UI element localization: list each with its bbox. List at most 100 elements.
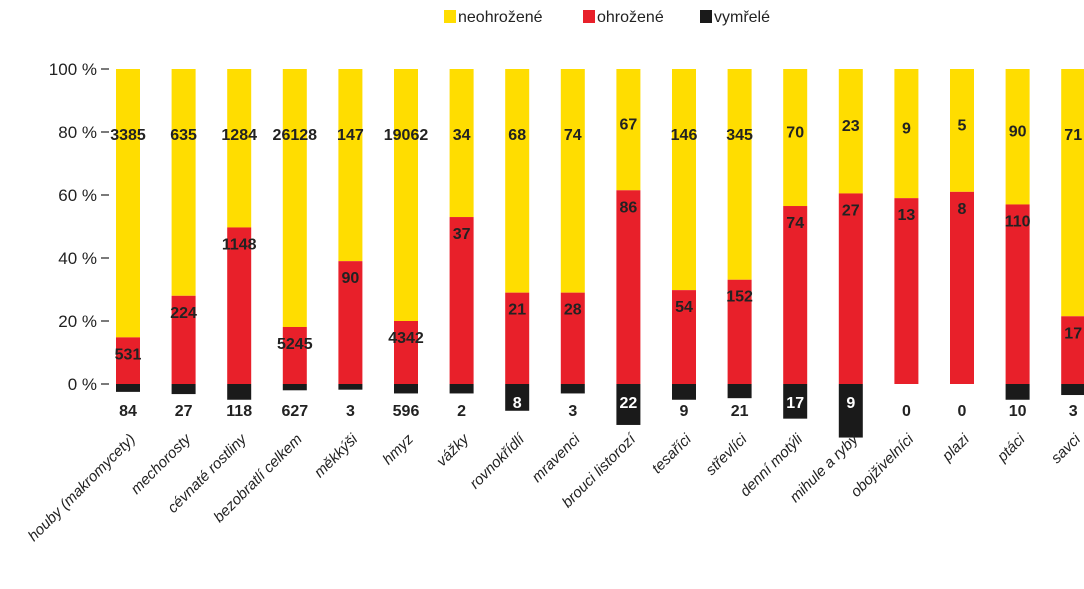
bar-not-threatened (894, 69, 919, 199)
label-threatened: 1148 (222, 236, 257, 253)
y-tick-label: 60 % (58, 186, 97, 205)
y-tick-label: 80 % (58, 123, 97, 142)
y-tick-label: 40 % (58, 249, 97, 268)
x-category-label: plazi (938, 430, 973, 465)
label-threatened: 4342 (388, 330, 424, 347)
bar-extinct (282, 384, 307, 391)
bar-threatened (727, 279, 752, 384)
bar-not-threatened (1061, 69, 1084, 317)
y-tick-label: 0 % (68, 375, 97, 394)
bar-threatened (171, 295, 196, 384)
label-not-threatened: 26128 (273, 127, 318, 144)
label-not-threatened: 71 (1064, 127, 1082, 144)
label-threatened: 54 (675, 299, 693, 316)
label-not-threatened: 68 (508, 127, 526, 144)
bar-extinct (338, 384, 363, 390)
label-threatened: 17 (1064, 325, 1082, 342)
bar-extinct (171, 384, 196, 395)
bar-extinct (1005, 384, 1030, 400)
label-not-threatened: 345 (726, 127, 753, 144)
x-category-label: měkkýši (311, 430, 362, 481)
bar-extinct (560, 384, 585, 394)
bar-threatened (1005, 204, 1030, 384)
bar-not-threatened (560, 69, 585, 293)
label-extinct: 627 (281, 403, 308, 420)
x-category-label: ptáci (993, 430, 1029, 466)
bar-extinct (616, 384, 641, 425)
label-threatened: 152 (726, 289, 753, 306)
bar-threatened (950, 191, 974, 384)
bar-threatened (282, 326, 307, 384)
label-threatened: 5245 (277, 336, 313, 353)
label-threatened: 37 (453, 226, 471, 243)
y-axis: 0 % 20 % 40 % 60 % 80 % 100 % (49, 60, 109, 394)
label-threatened: 27 (842, 202, 860, 219)
label-extinct: 27 (175, 403, 193, 420)
label-not-threatened: 23 (842, 118, 860, 135)
label-not-threatened: 146 (671, 127, 698, 144)
bar-threatened (560, 292, 585, 384)
x-category-label: tesaříci (649, 430, 696, 477)
label-extinct: 84 (119, 403, 137, 420)
label-not-threatened: 5 (958, 117, 967, 134)
bar-extinct (783, 384, 808, 419)
bar-not-threatened (116, 69, 140, 338)
label-extinct: 0 (958, 403, 967, 420)
bar-not-threatened (338, 69, 363, 262)
label-extinct: 17 (786, 395, 804, 412)
bar-not-threatened (394, 69, 418, 321)
bar-extinct (1061, 384, 1084, 396)
bar-threatened (394, 321, 418, 384)
bar-threatened (672, 290, 696, 384)
label-threatened: 110 (1005, 213, 1031, 230)
x-category-label: savci (1048, 430, 1084, 467)
label-not-threatened: 635 (170, 127, 197, 144)
label-threatened: 86 (620, 199, 638, 216)
label-not-threatened: 9 (902, 121, 911, 138)
x-category-label: mravenci (529, 430, 585, 486)
label-extinct: 596 (393, 403, 420, 420)
bar-threatened (338, 261, 363, 384)
label-extinct: 8 (513, 395, 522, 412)
x-category-label: rovnokřídlí (466, 430, 529, 493)
data-labels: 3385531846352242712841148118261285245627… (110, 117, 1082, 420)
bar-not-threatened (171, 69, 196, 296)
legend-label-3: vymřelé (714, 9, 770, 26)
bar-threatened (449, 217, 474, 384)
label-extinct: 0 (902, 403, 911, 420)
bar-extinct (838, 384, 863, 438)
bar-not-threatened (838, 69, 863, 194)
bar-extinct (672, 384, 696, 400)
bar-extinct (227, 384, 252, 400)
label-extinct: 22 (620, 395, 638, 412)
label-extinct: 9 (846, 395, 855, 412)
label-extinct: 3 (568, 403, 577, 420)
label-not-threatened: 70 (786, 125, 804, 142)
label-extinct: 10 (1009, 403, 1027, 420)
label-not-threatened: 3385 (110, 127, 146, 144)
label-not-threatened: 34 (453, 127, 471, 144)
y-tick-label: 100 % (49, 60, 97, 79)
label-threatened: 21 (508, 302, 526, 319)
label-not-threatened: 19062 (384, 127, 429, 144)
bar-extinct (394, 384, 418, 394)
bar-not-threatened (950, 69, 974, 192)
legend-swatch-2 (583, 10, 595, 23)
bar-threatened (505, 292, 530, 384)
bar-not-threatened (783, 69, 808, 207)
legend-label-2: ohrožené (597, 9, 664, 26)
label-extinct: 118 (226, 403, 252, 420)
bar-threatened (227, 227, 252, 384)
bar-extinct (116, 384, 140, 392)
bar-threatened (116, 337, 140, 384)
label-not-threatened: 74 (564, 127, 582, 144)
bar-not-threatened (282, 69, 307, 327)
x-category-label: hmyz (379, 430, 417, 468)
bar-not-threatened (616, 69, 641, 191)
label-not-threatened: 147 (337, 127, 364, 144)
label-not-threatened: 67 (620, 117, 638, 134)
label-extinct: 3 (346, 403, 355, 420)
bar-threatened (838, 193, 863, 384)
